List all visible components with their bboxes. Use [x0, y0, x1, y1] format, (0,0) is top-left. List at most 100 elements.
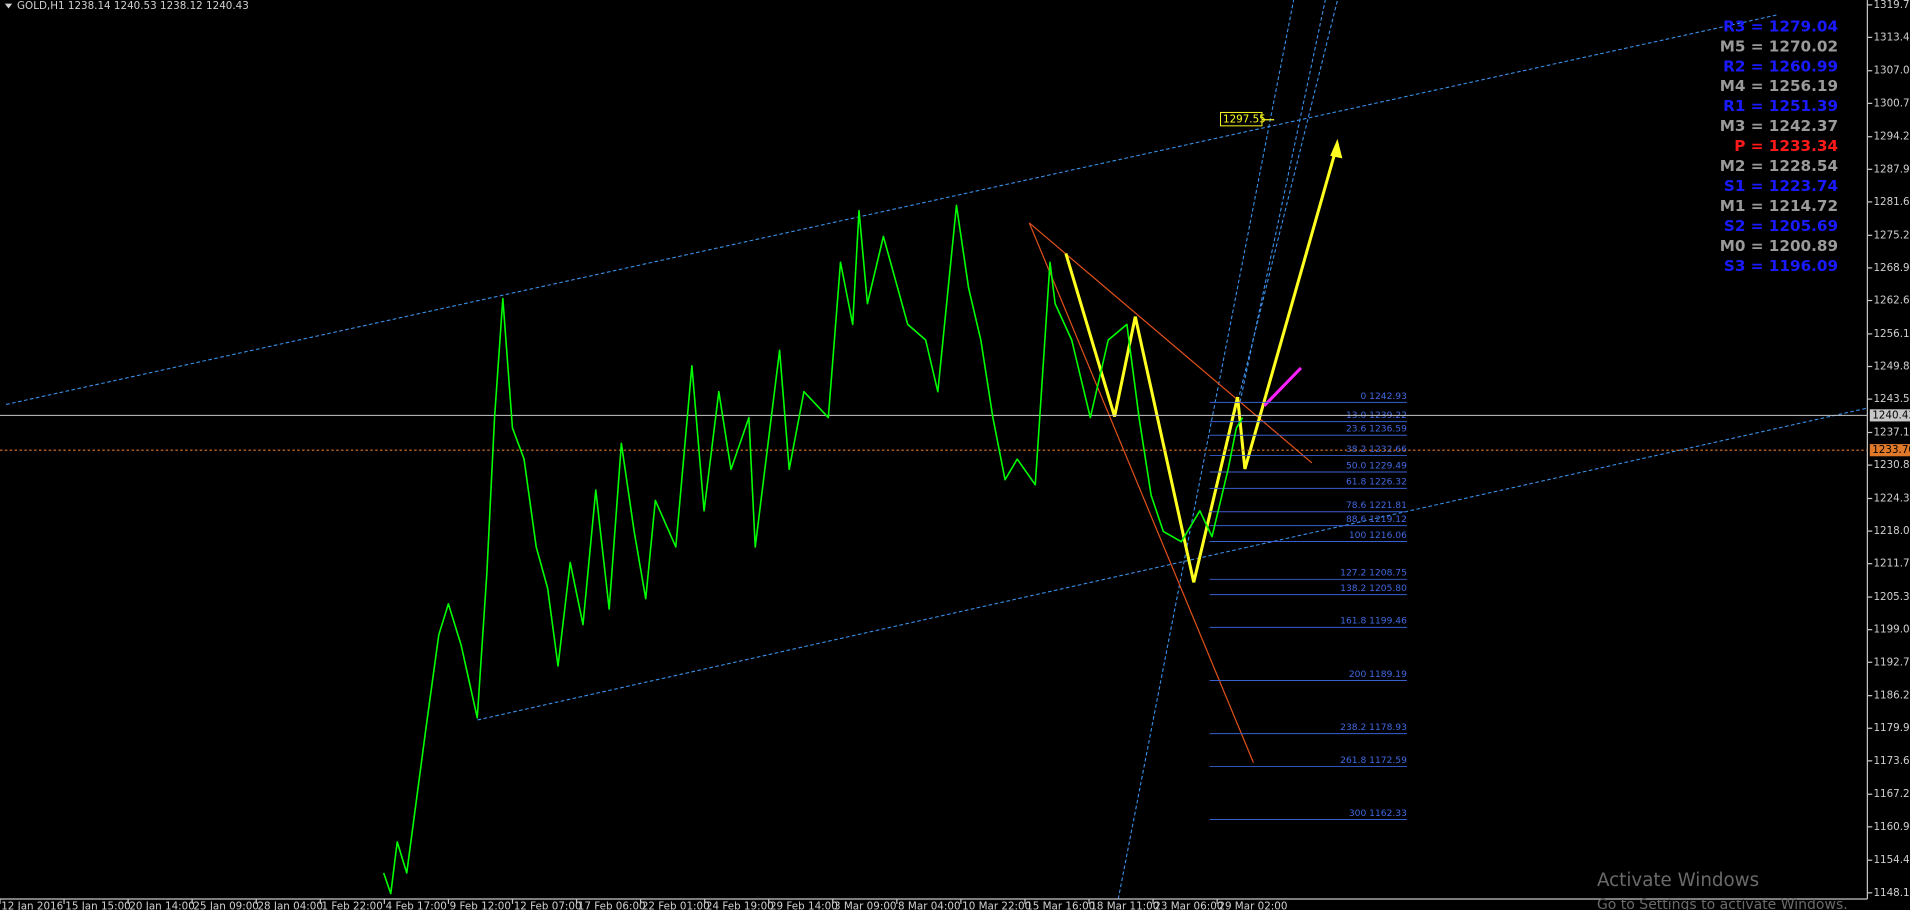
y-tick-label: 1192.72: [1873, 656, 1910, 668]
pivot-level: S2 = 1205.69: [1724, 217, 1838, 235]
fib-label: 13.0 1239.22: [1346, 411, 1407, 421]
wave-path: [1064, 143, 1339, 583]
y-tick-label: 1237.12: [1873, 426, 1910, 438]
price-tag-label: 1233.70: [1872, 444, 1910, 456]
y-tick-label: 1307.02: [1873, 65, 1910, 77]
y-tick-label: 1275.22: [1873, 229, 1910, 241]
fib-label: 300 1162.33: [1349, 809, 1407, 819]
x-tick-label: 17 Feb 06:00: [578, 900, 646, 910]
x-tick-label: 23 Mar 06:00: [1154, 900, 1223, 910]
x-tick-label: 12 Feb 07:00: [514, 900, 582, 910]
fib-label: 138.2 1205.80: [1340, 584, 1407, 594]
y-tick-label: 1243.57: [1873, 393, 1910, 405]
x-tick-label: 9 Feb 12:00: [450, 900, 511, 910]
y-tick-label: 1224.37: [1873, 492, 1910, 504]
fib-label: 38.2 1232.66: [1346, 445, 1407, 455]
x-tick-label: 22 Feb 01:00: [642, 900, 710, 910]
y-tick-label: 1300.72: [1873, 97, 1910, 109]
magenta-arrow: [1263, 366, 1303, 407]
x-tick-label: 29 Feb 14:00: [770, 900, 838, 910]
x-tick-label: 28 Jan 04:00: [257, 900, 322, 910]
pivot-level: M1 = 1214.72: [1720, 197, 1838, 215]
price-line-series: [382, 204, 1244, 895]
x-tick-label: 24 Feb 19:00: [706, 900, 774, 910]
fib-label: 78.6 1221.81: [1346, 501, 1407, 511]
y-tick-label: 1268.92: [1873, 262, 1910, 274]
y-tick-label: 1287.97: [1873, 163, 1910, 175]
fib-label: 261.8 1172.59: [1340, 756, 1407, 766]
fib-label: 161.8 1199.46: [1340, 617, 1407, 627]
watermark-subtitle: Go to Settings to activate Windows.: [1597, 897, 1848, 910]
y-tick-label: 1199.02: [1873, 624, 1910, 636]
x-tick-label: 15 Jan 15:00: [65, 900, 130, 910]
y-tick-label: 1205.32: [1873, 591, 1910, 603]
y-tick-label: 1173.67: [1873, 755, 1910, 767]
price-tag: [1869, 409, 1910, 422]
x-tick-label: 12 Jan 2016: [1, 900, 63, 910]
channel-steep-2: [1199, 0, 1339, 555]
fib-label: 127.2 1208.75: [1340, 569, 1407, 579]
watermark-title: Activate Windows: [1597, 870, 1759, 891]
y-tick-label: 1294.27: [1873, 131, 1910, 143]
x-tick-label: 1 Feb 22:00: [322, 900, 383, 910]
y-tick-label: 1319.75: [1873, 0, 1910, 11]
fib-label: 200 1189.19: [1349, 670, 1407, 680]
y-tick-label: 1218.07: [1873, 525, 1910, 537]
y-tick-label: 1256.17: [1873, 328, 1910, 340]
header-arrow: [4, 3, 13, 9]
fib-label: 61.8 1226.32: [1346, 478, 1407, 488]
pivot-level: M5 = 1270.02: [1720, 37, 1838, 55]
pivot-level: P = 1233.34: [1734, 137, 1838, 155]
channel-upper: [5, 14, 1779, 405]
drawing-objects: [5, 0, 1868, 900]
channel-steep-1: [1117, 0, 1295, 900]
y-tick-label: 1148.17: [1873, 887, 1910, 899]
fib-label: 100 1216.06: [1349, 531, 1407, 541]
fib-label: 23.6 1236.59: [1346, 425, 1407, 435]
x-tick-label: 20 Jan 14:00: [129, 900, 194, 910]
y-tick-label: 1211.77: [1873, 558, 1910, 570]
pivot-level: M4 = 1256.19: [1720, 77, 1838, 95]
x-tick-label: 25 Jan 09:00: [193, 900, 258, 910]
y-tick-label: 1249.87: [1873, 361, 1910, 373]
y-tick-label: 1179.97: [1873, 722, 1910, 734]
fib-label: 88.6 1219.12: [1346, 515, 1407, 525]
y-tick-label: 1313.47: [1873, 31, 1910, 43]
trendline-orange-2: [1028, 222, 1254, 763]
x-tick-label: 4 Feb 17:00: [386, 900, 447, 910]
y-tick-label: 1230.82: [1873, 459, 1910, 471]
pivot-level: M3 = 1242.37: [1720, 117, 1838, 135]
x-tick-label: 15 Mar 16:00: [1026, 900, 1095, 910]
x-tick-label: 10 Mar 22:00: [962, 900, 1031, 910]
pivot-level: R1 = 1251.39: [1723, 97, 1838, 115]
y-tick-label: 1281.67: [1873, 196, 1910, 208]
y-tick-label: 1154.47: [1873, 854, 1910, 866]
x-tick-label: 29 Mar 02:00: [1218, 900, 1287, 910]
pivot-level: S3 = 1196.09: [1724, 257, 1838, 275]
fib-label: 50.0 1229.49: [1346, 461, 1407, 471]
header: GOLD,H1 1238.14 1240.53 1238.12 1240.43: [17, 0, 249, 12]
annotation: 1297.55: [1223, 114, 1266, 126]
price-tag-label: 1240.43: [1872, 409, 1910, 421]
y-tick-label: 1262.62: [1873, 295, 1910, 307]
pivot-level: M2 = 1228.54: [1720, 157, 1838, 175]
pivot-level: R3 = 1279.04: [1723, 17, 1838, 35]
price-tag: [1869, 444, 1910, 457]
fib-label: 0 1242.93: [1360, 392, 1407, 402]
channel-steep-3: [1239, 0, 1326, 403]
arrow-head: [1330, 138, 1343, 159]
x-tick-label: 3 Mar 09:00: [834, 900, 896, 910]
pivot-level: S1 = 1223.74: [1724, 177, 1838, 195]
y-tick-label: 1186.27: [1873, 690, 1910, 702]
y-tick-label: 1167.22: [1873, 788, 1910, 800]
y-tick-label: 1160.92: [1873, 821, 1910, 833]
pivot-level: M0 = 1200.89: [1720, 237, 1838, 255]
pivot-level: R2 = 1260.99: [1723, 57, 1838, 75]
trendline-orange-1: [1028, 222, 1313, 464]
x-tick-label: 18 Mar 11:00: [1090, 900, 1159, 910]
fib-label: 238.2 1178.93: [1340, 723, 1407, 733]
x-tick-label: 8 Mar 04:00: [898, 900, 960, 910]
